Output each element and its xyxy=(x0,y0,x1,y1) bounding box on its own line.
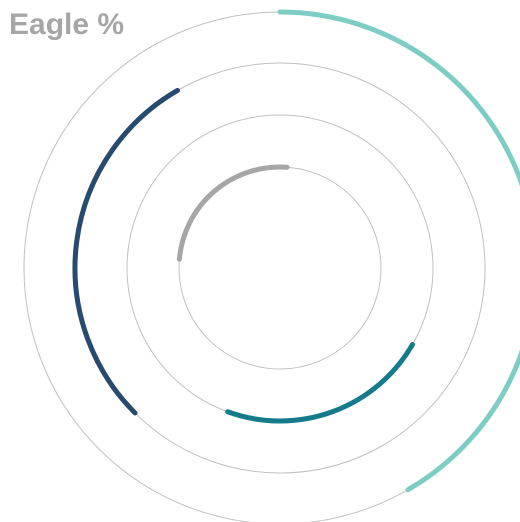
guide-rings xyxy=(23,11,520,522)
arc-series-2 xyxy=(72,87,180,416)
arc-series xyxy=(72,9,520,493)
chart-title: Eagle % xyxy=(9,8,125,41)
arc-series-1 xyxy=(277,9,520,493)
guide-ring-1 xyxy=(23,11,520,522)
arc-series-3 xyxy=(225,342,415,424)
arc-series-4 xyxy=(176,164,290,262)
